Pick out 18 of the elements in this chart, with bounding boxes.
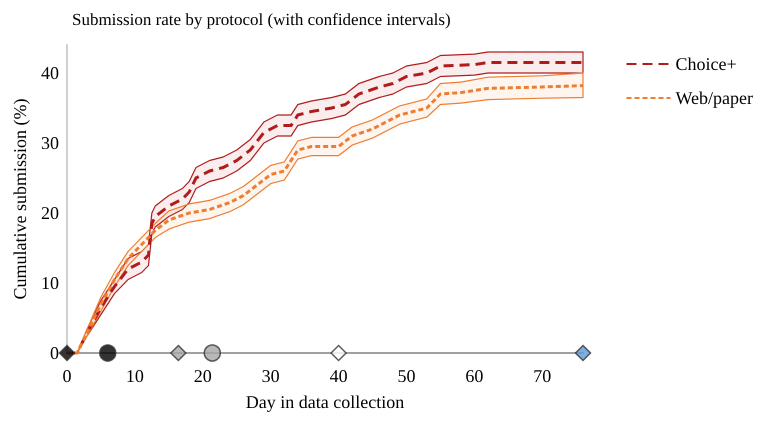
x-tick-label: 60	[465, 366, 484, 386]
legend-label: Web/paper	[675, 88, 754, 108]
x-axis-title: Day in data collection	[246, 392, 404, 412]
x-tick-label: 0	[62, 366, 72, 386]
y-tick-label: 30	[41, 133, 59, 153]
x-tick-label: 20	[194, 366, 212, 386]
x-tick-label: 40	[330, 366, 348, 386]
chart-title: Submission rate by protocol (with confidence intervals)	[72, 10, 451, 29]
y-tick-label: 20	[41, 203, 59, 223]
y-tick-label: 0	[50, 343, 59, 363]
x-tick-label: 70	[533, 366, 552, 386]
x-tick-label: 50	[397, 366, 416, 386]
y-axis-title: Cumulative submission (%)	[10, 98, 30, 300]
x-tick-label: 30	[262, 366, 280, 386]
x-tick-label: 10	[126, 366, 144, 386]
y-tick-label: 40	[41, 63, 59, 83]
y-tick-label: 10	[41, 273, 59, 293]
legend-label: Choice+	[675, 54, 737, 74]
